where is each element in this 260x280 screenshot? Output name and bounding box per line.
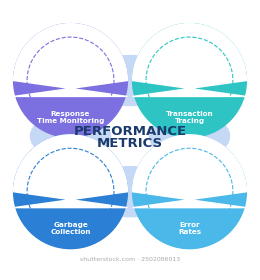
Circle shape xyxy=(133,24,246,137)
Text: shutterstock.com · 2502086013: shutterstock.com · 2502086013 xyxy=(80,256,180,262)
Ellipse shape xyxy=(150,113,230,160)
Polygon shape xyxy=(133,24,246,96)
Text: Response
Time Monitoring: Response Time Monitoring xyxy=(37,111,104,124)
Text: METRICS: METRICS xyxy=(97,137,163,150)
Ellipse shape xyxy=(30,113,110,160)
Circle shape xyxy=(14,24,127,137)
Text: Error
Rates: Error Rates xyxy=(178,222,201,235)
Circle shape xyxy=(14,135,127,249)
Text: Transaction
Tracing: Transaction Tracing xyxy=(166,111,213,124)
Text: PERFORMANCE: PERFORMANCE xyxy=(73,125,187,138)
Polygon shape xyxy=(133,135,246,208)
Polygon shape xyxy=(14,24,127,96)
Ellipse shape xyxy=(87,167,173,217)
Text: Garbage
Collection: Garbage Collection xyxy=(50,222,91,235)
Polygon shape xyxy=(14,135,127,208)
Circle shape xyxy=(133,135,246,249)
Ellipse shape xyxy=(87,55,173,106)
